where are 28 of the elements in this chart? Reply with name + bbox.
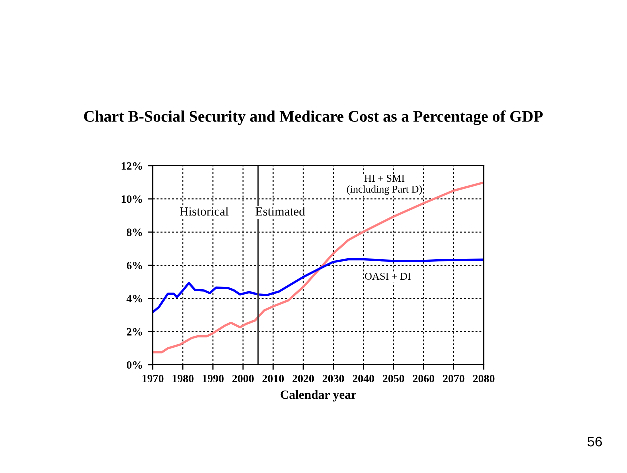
y-tick-label: 12% (122, 162, 142, 170)
x-tick-label: 2040 (352, 375, 374, 383)
x-tick-label: 2070 (443, 375, 465, 383)
annotation: HI + SMI (including Part D) (347, 175, 422, 196)
x-axis-title: Calendar year (280, 390, 356, 402)
annotation: Estimated (256, 207, 306, 216)
y-tick-label: 10% (122, 196, 142, 204)
x-tick-label: 2050 (383, 375, 404, 383)
x-tick-label: 2060 (413, 375, 435, 383)
y-tick-label: 6% (126, 262, 142, 270)
line-series (153, 182, 484, 354)
chart-title: Chart B-Social Security and Medicare Cost as a Percentage of GDP (84, 110, 543, 126)
x-tick-label: 1980 (172, 375, 194, 383)
x-tick-label: 2030 (322, 375, 344, 383)
y-tick-label: 0% (127, 361, 142, 369)
y-tick-label: 8% (126, 228, 142, 236)
x-tick-label: 1990 (202, 375, 224, 383)
line-series (153, 258, 484, 314)
x-tick-label: 2000 (232, 375, 254, 383)
y-tick-label: 2% (127, 328, 142, 336)
annotation: OASI + DI (365, 273, 411, 280)
x-tick-label: 2080 (473, 375, 495, 383)
text: 56 (588, 436, 602, 447)
annotation: Historical (180, 207, 229, 216)
x-tick-label: 1970 (142, 375, 164, 383)
x-tick-label: 2010 (262, 375, 284, 383)
x-tick-label: 2020 (292, 375, 314, 383)
y-tick-label: 4% (126, 295, 142, 303)
